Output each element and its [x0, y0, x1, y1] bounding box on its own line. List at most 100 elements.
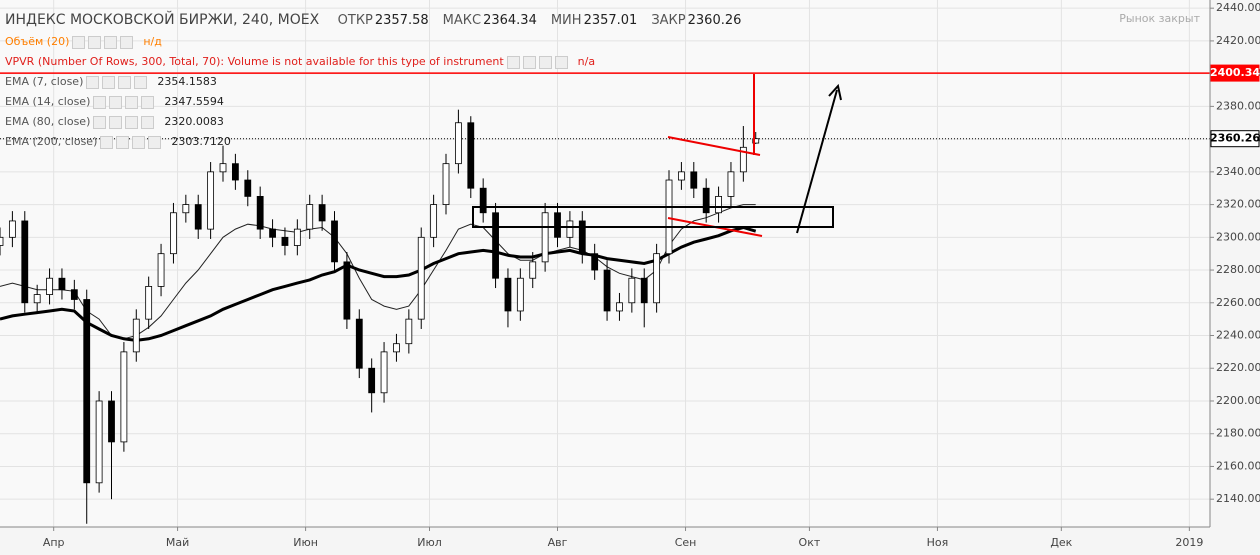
y-tick-label: 2300.00: [1216, 230, 1260, 243]
x-tick-label: Июл: [417, 536, 442, 549]
indicator-name: EMA (80, close): [5, 115, 91, 128]
market-status: Рынок закрыт: [1119, 12, 1200, 25]
y-tick-label: 2180.00: [1216, 427, 1260, 440]
candle-body: [591, 253, 599, 271]
candle-body: [170, 212, 177, 255]
indicator-value: 2347.5594: [164, 95, 224, 108]
candle-body: [616, 302, 623, 312]
indicator-value: н/д: [143, 35, 162, 48]
candle-body: [343, 261, 351, 320]
header: ИНДЕКС МОСКОВСКОЙ БИРЖИ, 240, MOEX ОТКР 2…: [5, 8, 741, 32]
candle-body: [442, 163, 450, 205]
ohlc-value: 2357.58: [374, 13, 429, 28]
legend-icon: [141, 95, 155, 109]
candle-body: [653, 253, 661, 304]
legend-icon: [109, 95, 123, 109]
legend-icon: [86, 75, 100, 89]
legend: ИНДЕКС МОСКОВСКОЙ БИРЖИ, 240, MOEX ОТКР 2…: [5, 8, 741, 152]
indicator-name: EMA (200, close): [5, 135, 98, 148]
candle-body: [554, 212, 561, 238]
ohlc-label: МИН: [550, 13, 582, 28]
candle-body: [21, 220, 29, 304]
legend-icon: [102, 75, 116, 89]
candle-body: [727, 171, 735, 197]
y-tick-label: 2140.00: [1216, 492, 1260, 505]
price-label-box: [1210, 130, 1260, 148]
candle-body: [306, 204, 314, 230]
legend-icon: [93, 115, 107, 129]
y-tick-label: 2420.00: [1216, 34, 1260, 47]
candle-body: [454, 122, 462, 165]
candle-body: [108, 400, 115, 443]
candle-body: [182, 204, 190, 214]
legend-icon: [148, 135, 162, 149]
legend-icon: [120, 35, 134, 49]
legend-icon: [134, 75, 148, 89]
legend-icon: [100, 135, 114, 149]
legend-row: VPVR (Number Of Rows, 300, Total, 70): V…: [5, 52, 741, 72]
arrow: [796, 89, 838, 234]
legend-icon: [506, 55, 520, 69]
candle-body: [529, 261, 537, 279]
y-tick-label: 2380.00: [1216, 99, 1260, 112]
legend-icon: [554, 55, 568, 69]
candle-body: [207, 171, 215, 230]
candle-body: [739, 146, 747, 173]
candle-body: [281, 236, 289, 246]
candle-body: [504, 277, 512, 312]
legend-icon: [522, 55, 536, 69]
candle-body: [219, 163, 227, 173]
candle-body: [46, 277, 53, 295]
legend-row: Объём (20) н/д: [5, 32, 741, 52]
ohlc-label: ЗАКР: [651, 13, 686, 28]
plot-area: [0, 0, 1210, 527]
candle-body: [269, 228, 276, 238]
candle-body: [83, 299, 91, 484]
legend-icon: [88, 35, 102, 49]
candle-body: [492, 212, 499, 279]
legend-row: EMA (14, close) 2347.5594: [5, 92, 741, 112]
ohlc-label: ОТКР: [337, 13, 373, 28]
candle-body: [318, 204, 326, 222]
symbol: ИНДЕКС МОСКОВСКОЙ БИРЖИ, 240, MOEX: [5, 12, 320, 28]
candle-body: [467, 122, 475, 189]
candle-body: [677, 171, 685, 181]
legend-icon: [116, 135, 130, 149]
y-tick-label: 2220.00: [1216, 361, 1260, 374]
candle-body: [628, 277, 636, 304]
candle-body: [293, 228, 301, 246]
candle-body: [194, 204, 202, 230]
indicator-value: 2354.1583: [157, 75, 217, 88]
ohlc-value: 2357.01: [583, 13, 638, 28]
candle-body: [603, 269, 611, 312]
ohlc-label: МАКС: [442, 13, 482, 28]
indicator-name: EMA (7, close): [5, 75, 84, 88]
price-label-box: [1210, 64, 1260, 82]
x-tick-label: Июн: [293, 536, 318, 549]
legend-icon: [125, 95, 139, 109]
candle-body: [752, 138, 760, 144]
legend-row: EMA (200, close) 2303.7120: [5, 132, 741, 152]
ohlc-value: 2360.26: [687, 13, 742, 28]
price-label: 2360.26: [1210, 132, 1260, 145]
legend-icon: [141, 115, 155, 129]
ohlc-value: 2364.34: [483, 13, 537, 28]
ema-line: [0, 225, 757, 342]
candle-body: [393, 343, 400, 353]
candle-body: [715, 195, 722, 214]
x-tick-label: Апр: [43, 536, 65, 549]
legend-icon: [538, 55, 552, 69]
legend-row: EMA (7, close) 2354.1583: [5, 72, 741, 92]
x-tick-label: Окт: [799, 536, 821, 549]
candle-body: [368, 367, 376, 394]
x-tick-label: Авг: [548, 536, 568, 549]
y-tick-label: 2440.00: [1216, 1, 1260, 14]
candle-body: [417, 236, 425, 320]
indicator-name: EMA (14, close): [5, 95, 91, 108]
x-tick-label: 2019: [1175, 536, 1203, 549]
indicator-value: 2303.7120: [171, 135, 231, 148]
candle-body: [0, 236, 4, 246]
legend-row: EMA (80, close) 2320.0083: [5, 112, 741, 132]
candle-body: [690, 171, 698, 189]
